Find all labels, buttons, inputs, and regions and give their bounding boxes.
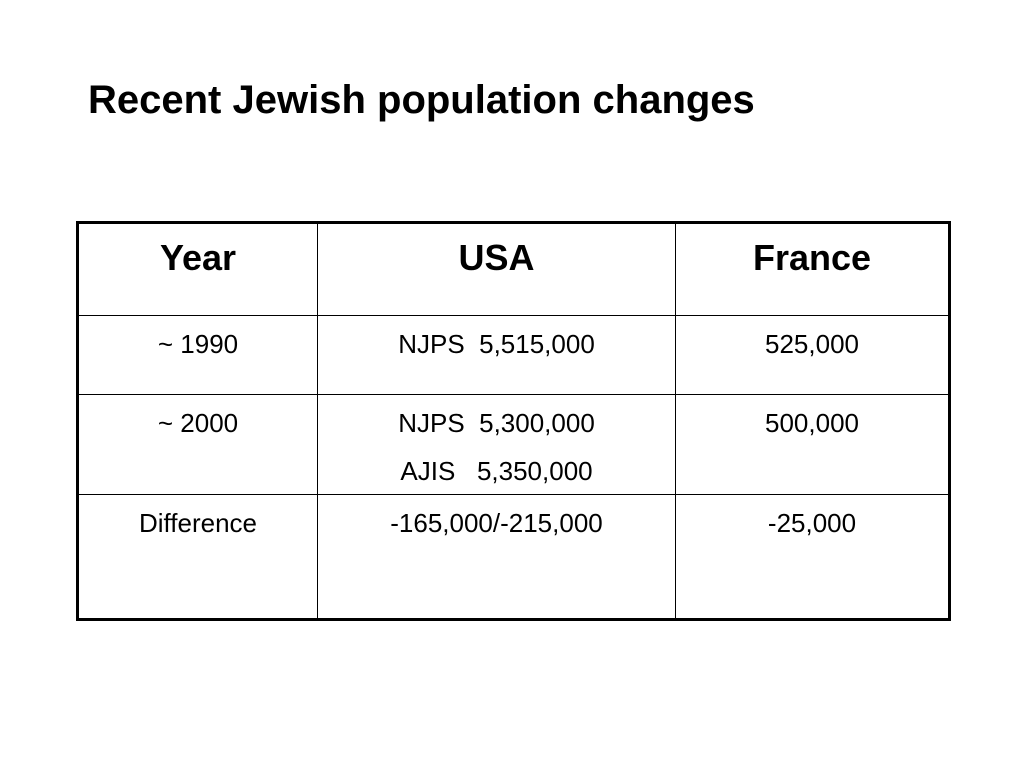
cell-usa-line: NJPS 5,515,000 <box>398 329 595 359</box>
header-usa: USA <box>317 222 676 316</box>
cell-year: ~ 1990 <box>77 315 318 395</box>
table-row: Difference -165,000/-215,000 -25,000 <box>77 494 950 620</box>
cell-year: Difference <box>77 494 318 620</box>
cell-usa: -165,000/-215,000 <box>317 494 676 620</box>
cell-usa: NJPS 5,515,000 <box>317 315 676 395</box>
header-france: France <box>675 222 950 316</box>
cell-year: ~ 2000 <box>77 394 318 495</box>
cell-usa-line: -165,000/-215,000 <box>390 508 603 538</box>
table-row: ~ 1990 NJPS 5,515,000 525,000 <box>77 315 950 395</box>
population-table: Year USA France ~ 1990 NJPS 5,515,000 52… <box>76 221 951 621</box>
table-header-row: Year USA France <box>77 222 950 316</box>
cell-france: -25,000 <box>675 494 950 620</box>
cell-france: 525,000 <box>675 315 950 395</box>
cell-usa-line: AJIS 5,350,000 <box>400 456 593 486</box>
cell-usa-line: NJPS 5,300,000 <box>398 408 595 438</box>
table-row: ~ 2000 NJPS 5,300,000 AJIS 5,350,000 500… <box>77 394 950 495</box>
cell-usa: NJPS 5,300,000 AJIS 5,350,000 <box>317 394 676 495</box>
header-year: Year <box>77 222 318 316</box>
cell-france: 500,000 <box>675 394 950 495</box>
page-title: Recent Jewish population changes <box>88 78 755 122</box>
